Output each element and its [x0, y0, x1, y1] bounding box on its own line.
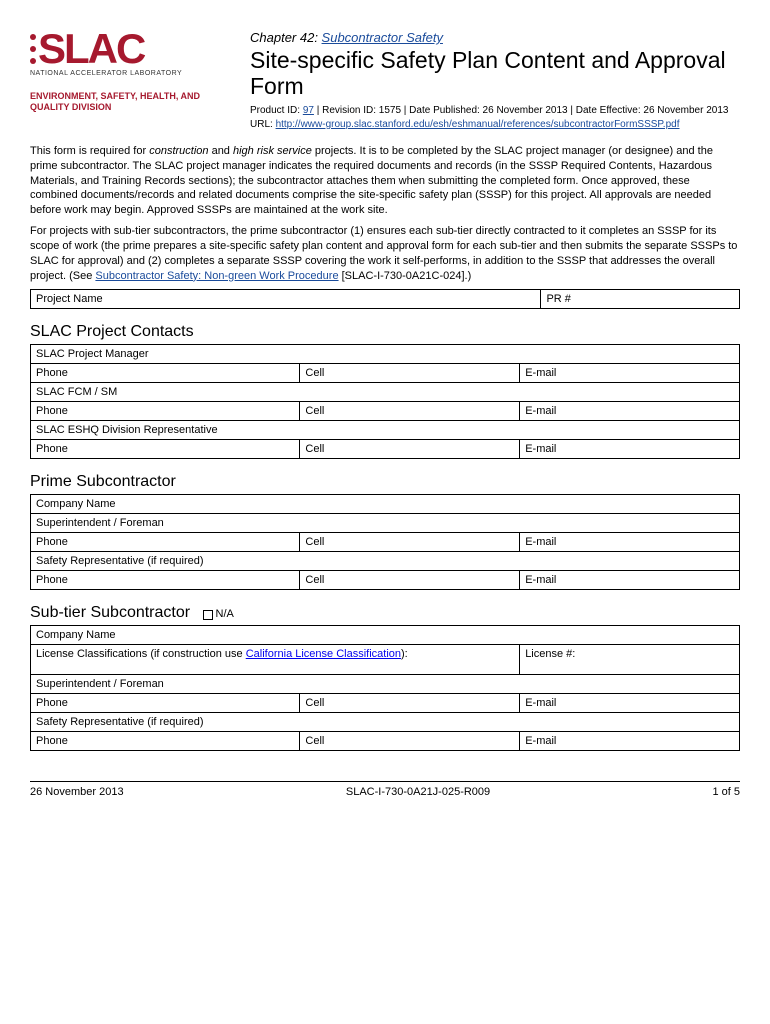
- header: SLAC NATIONAL ACCELERATOR LABORATORY ENV…: [30, 30, 740, 132]
- license-number-cell[interactable]: License #:: [520, 645, 740, 675]
- na-checkbox-group: N/A: [203, 608, 234, 620]
- email-cell[interactable]: E-mail: [520, 732, 740, 751]
- product-id-label: Product ID:: [250, 105, 303, 116]
- email-cell[interactable]: E-mail: [520, 440, 740, 459]
- intro-text: This form is required for construction a…: [30, 144, 740, 284]
- license-class-cell[interactable]: License Classifications (if construction…: [31, 645, 520, 675]
- phone-cell[interactable]: Phone: [31, 694, 300, 713]
- revision-text: | Revision ID: 1575 | Date Published: 26…: [314, 105, 729, 116]
- intro-p1-b: construction: [149, 145, 208, 157]
- superintendent-cell[interactable]: Superintendent / Foreman: [31, 514, 740, 533]
- project-manager-row[interactable]: SLAC Project Manager: [31, 345, 740, 364]
- contacts-title: SLAC Project Contacts: [30, 323, 740, 341]
- footer-page: 1 of 5: [712, 786, 740, 798]
- division-name: ENVIRONMENT, SAFETY, HEALTH, AND QUALITY…: [30, 91, 230, 114]
- project-name-cell[interactable]: Project Name: [31, 290, 541, 309]
- logo-dots-icon: [30, 34, 36, 64]
- cell-cell[interactable]: Cell: [300, 694, 520, 713]
- pr-number-cell[interactable]: PR #: [541, 290, 740, 309]
- cell-cell[interactable]: Cell: [300, 732, 520, 751]
- phone-cell[interactable]: Phone: [31, 732, 300, 751]
- page-title: Site-specific Safety Plan Content and Ap…: [250, 47, 740, 100]
- slac-logo: SLAC NATIONAL ACCELERATOR LABORATORY: [30, 30, 230, 77]
- chapter-link[interactable]: Subcontractor Safety: [322, 30, 443, 45]
- phone-cell[interactable]: Phone: [31, 402, 300, 421]
- cell-cell[interactable]: Cell: [300, 571, 520, 590]
- email-cell[interactable]: E-mail: [520, 533, 740, 552]
- subtier-table: Company Name License Classifications (if…: [30, 625, 740, 751]
- phone-cell[interactable]: Phone: [31, 533, 300, 552]
- footer-docid: SLAC-I-730-0A21J-025-R009: [346, 786, 490, 798]
- project-table: Project Name PR #: [30, 289, 740, 309]
- url-label: URL:: [250, 119, 276, 130]
- cell-cell[interactable]: Cell: [300, 402, 520, 421]
- intro-p2-b: [SLAC-I-730-0A21C-024].): [339, 270, 472, 282]
- chapter-line: Chapter 42: Subcontractor Safety: [250, 30, 740, 45]
- phone-cell[interactable]: Phone: [31, 440, 300, 459]
- product-meta: Product ID: 97 | Revision ID: 1575 | Dat…: [250, 104, 740, 132]
- safety-rep-cell[interactable]: Safety Representative (if required): [31, 713, 740, 732]
- email-cell[interactable]: E-mail: [520, 694, 740, 713]
- intro-p1-a: This form is required for: [30, 145, 149, 157]
- title-column: Chapter 42: Subcontractor Safety Site-sp…: [250, 30, 740, 132]
- cell-cell[interactable]: Cell: [300, 364, 520, 383]
- na-label: N/A: [216, 608, 234, 620]
- prime-title: Prime Subcontractor: [30, 473, 740, 491]
- fcm-sm-row[interactable]: SLAC FCM / SM: [31, 383, 740, 402]
- prime-table: Company Name Superintendent / Foreman Ph…: [30, 494, 740, 590]
- superintendent-cell[interactable]: Superintendent / Foreman: [31, 675, 740, 694]
- email-cell[interactable]: E-mail: [520, 571, 740, 590]
- subtier-title: Sub-tier Subcontractor N/A: [30, 604, 740, 622]
- email-cell[interactable]: E-mail: [520, 364, 740, 383]
- email-cell[interactable]: E-mail: [520, 402, 740, 421]
- subtier-title-text: Sub-tier Subcontractor: [30, 604, 190, 621]
- company-name-cell[interactable]: Company Name: [31, 495, 740, 514]
- phone-cell[interactable]: Phone: [31, 571, 300, 590]
- product-id-link[interactable]: 97: [303, 105, 314, 116]
- company-name-cell[interactable]: Company Name: [31, 626, 740, 645]
- na-checkbox[interactable]: [203, 610, 213, 620]
- intro-p1-d: high risk service: [233, 145, 312, 157]
- phone-cell[interactable]: Phone: [31, 364, 300, 383]
- url-link[interactable]: http://www-group.slac.stanford.edu/esh/e…: [276, 119, 680, 130]
- logo-subtitle: NATIONAL ACCELERATOR LABORATORY: [30, 70, 230, 77]
- footer-date: 26 November 2013: [30, 786, 124, 798]
- license-label-a: License Classifications (if construction…: [36, 648, 246, 660]
- work-procedure-link[interactable]: Subcontractor Safety: Non-green Work Pro…: [95, 270, 338, 282]
- logo-column: SLAC NATIONAL ACCELERATOR LABORATORY ENV…: [30, 30, 230, 132]
- cell-cell[interactable]: Cell: [300, 440, 520, 459]
- logo-text: SLAC: [38, 30, 144, 68]
- safety-rep-cell[interactable]: Safety Representative (if required): [31, 552, 740, 571]
- california-license-link[interactable]: California License Classification: [246, 648, 401, 660]
- contacts-table: SLAC Project Manager Phone Cell E-mail S…: [30, 344, 740, 459]
- license-label-b: ):: [401, 648, 408, 660]
- chapter-prefix: Chapter 42:: [250, 30, 322, 45]
- intro-p1-c: and: [209, 145, 233, 157]
- cell-cell[interactable]: Cell: [300, 533, 520, 552]
- page-footer: 26 November 2013 SLAC-I-730-0A21J-025-R0…: [30, 781, 740, 798]
- eshq-rep-row[interactable]: SLAC ESHQ Division Representative: [31, 421, 740, 440]
